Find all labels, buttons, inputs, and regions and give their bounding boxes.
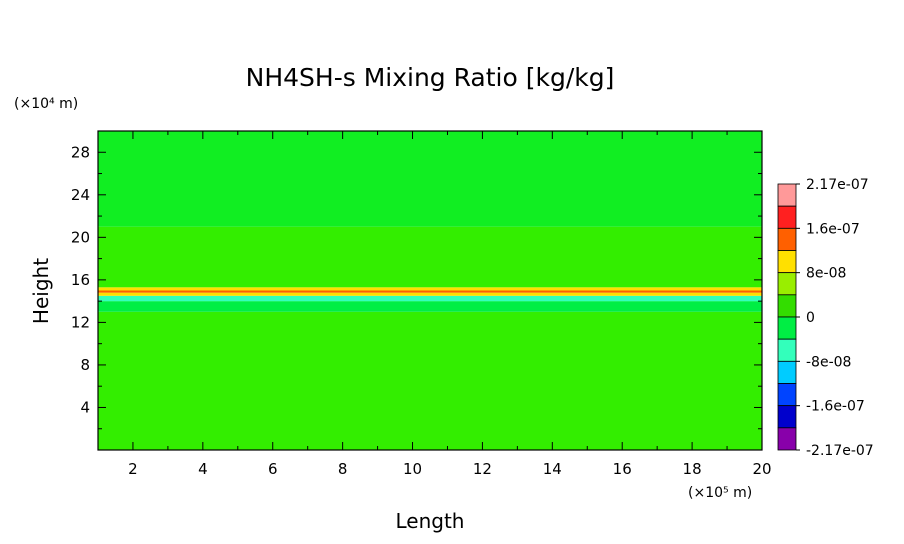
y-ticks: 4 8 12 16 20 24 28: [71, 130, 762, 430]
field-band-7: [98, 131, 762, 227]
colorbar: 2.17e-07 1.6e-07 8e-08 0 -8e-08 -1.6e-07 -2.17…: [777, 177, 874, 459]
colorbar-swatch: [777, 360, 797, 384]
colorbar-swatch: [777, 294, 797, 318]
x-tick-label: 4: [198, 460, 208, 478]
x-tick-label: 14: [543, 460, 562, 478]
colorbar-swatch: [777, 427, 797, 451]
chart-title: NH4SH-s Mixing Ratio [kg/kg]: [246, 63, 615, 92]
field-band-5: [98, 287, 762, 291]
colorbar-label: 1.6e-07: [806, 221, 860, 237]
field-band-3: [98, 292, 762, 296]
y-tick-label: 12: [71, 313, 90, 331]
colorbar-label: -8e-08: [806, 354, 851, 370]
y-tick-label: 20: [71, 228, 90, 246]
colorbar-label: -2.17e-07: [806, 443, 874, 459]
x-tick-label: 12: [473, 460, 492, 478]
colorbar-swatch: [777, 338, 797, 362]
x-axis-label: Length: [396, 509, 465, 533]
colorbar-swatch: [777, 205, 797, 229]
field-band-2: [98, 295, 762, 302]
y-axis-label: Height: [29, 258, 53, 324]
field-band-1: [98, 301, 762, 312]
field-band-4: [98, 290, 762, 293]
field-band-0: [98, 311, 762, 450]
plot-frame: [97, 130, 763, 451]
colorbar-swatch: [777, 316, 797, 340]
x-unit-label: (×10⁵ m): [688, 485, 752, 501]
colorbar-label: 0: [806, 310, 815, 326]
colorbar-label: 8e-08: [806, 266, 846, 282]
colorbar-label: 2.17e-07: [806, 177, 869, 193]
colorbar-swatch: [777, 227, 797, 251]
x-tick-label: 10: [403, 460, 422, 478]
y-tick-label: 8: [80, 356, 90, 374]
colorbar-swatch: [777, 250, 797, 274]
y-tick-label: 16: [71, 271, 90, 289]
y-tick-label: 24: [71, 186, 90, 204]
x-tick-label: 16: [613, 460, 632, 478]
colorbar-swatch: [777, 272, 797, 296]
y-tick-label: 28: [71, 143, 90, 161]
colorbar-label: -1.6e-07: [806, 399, 865, 415]
x-tick-label: 18: [683, 460, 702, 478]
x-tick-label: 6: [268, 460, 278, 478]
colorbar-swatch: [777, 405, 797, 429]
colorbar-swatch: [777, 183, 797, 207]
plot-area: [98, 131, 762, 450]
colorbar-swatch: [777, 383, 797, 407]
x-tick-label: 2: [128, 460, 138, 478]
x-tick-label: 20: [752, 460, 771, 478]
field-band-6: [98, 226, 762, 288]
y-unit-label: (×10⁴ m): [14, 96, 78, 112]
x-tick-label: 8: [338, 460, 348, 478]
x-ticks: 2 4 6 8 10 12 14 16 18 20: [97, 131, 772, 478]
y-tick-label: 4: [80, 398, 90, 416]
